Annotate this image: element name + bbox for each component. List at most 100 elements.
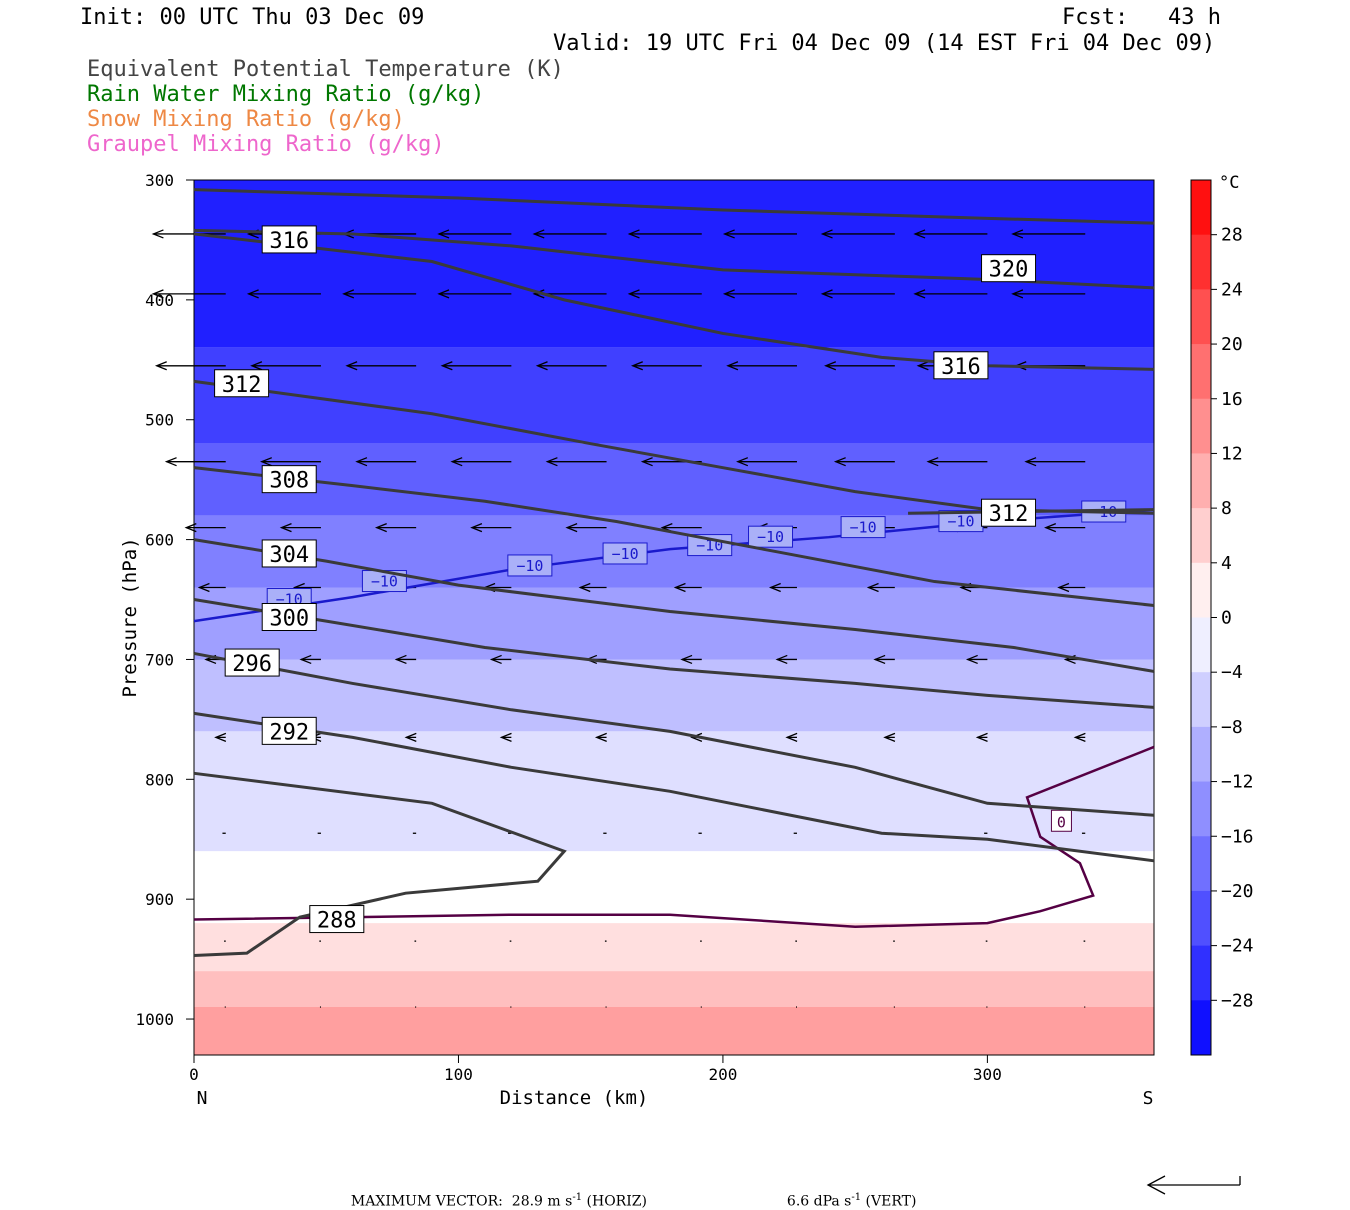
wind-vector-head — [736, 457, 749, 467]
wind-vector-head — [532, 229, 545, 239]
forecast-hour: Fcst: 43 h — [1062, 5, 1221, 30]
theta-e-label: 292 — [269, 720, 309, 745]
theta-e-label-box — [261, 539, 317, 568]
colorbar-tick-label: −12 — [1221, 772, 1254, 793]
temperature-band — [194, 515, 1154, 588]
colorbar-segment — [1191, 617, 1211, 673]
wind-vector-head — [1073, 732, 1086, 742]
wind-vector-head — [1011, 229, 1024, 239]
wind-vector-head — [154, 361, 167, 371]
colorbar-tick-label: −24 — [1221, 936, 1254, 957]
theta-e-label: 296 — [232, 652, 272, 677]
colorbar-tick-label: 8 — [1221, 498, 1232, 519]
colorbar-unit: °C — [1219, 173, 1239, 193]
wind-vector-head — [345, 361, 358, 371]
wind-vector-head — [565, 522, 578, 533]
colorbar-segment — [1191, 726, 1211, 783]
theta-e-label-box — [261, 225, 317, 254]
wind-vector-head — [342, 289, 355, 299]
y-tick-label: 600 — [145, 531, 174, 550]
theta-e-label: 316 — [941, 355, 981, 380]
isotherm-label-box — [507, 554, 553, 577]
colorbar-segment — [1191, 508, 1211, 564]
wind-vector-head — [630, 361, 643, 371]
theta-e-contour — [193, 651, 1155, 817]
wind-vector-head — [913, 289, 926, 299]
y-tick-label: 1000 — [135, 1010, 174, 1029]
wind-vector-head — [913, 229, 926, 239]
wind-vector-head — [164, 457, 177, 467]
theta-e-label-box — [309, 905, 365, 934]
temperature-band — [194, 971, 1154, 1008]
vert-suffix: (VERT) — [861, 1193, 917, 1210]
wind-vector-head — [820, 289, 833, 299]
colorbar-segment — [1191, 781, 1211, 837]
wind-vector-head — [594, 732, 607, 742]
temperature-band — [194, 443, 1154, 516]
wind-vector-head — [916, 361, 929, 371]
wind-vector-head — [532, 289, 545, 299]
wind-vector-head — [680, 654, 693, 665]
wind-vector-head — [820, 229, 833, 239]
plot-frame — [193, 179, 1155, 1056]
y-tick-label: 800 — [145, 770, 174, 789]
y-tick-label: 900 — [145, 890, 174, 909]
isotherm-label: −10 — [612, 545, 639, 563]
theta-e-label: 300 — [269, 607, 309, 632]
wind-vector-head — [926, 457, 939, 467]
theta-e-label-box — [981, 254, 1037, 283]
theta-e-contour — [193, 188, 1155, 225]
temperature-band — [194, 587, 1154, 660]
south-label: S — [1143, 1088, 1154, 1109]
zero-isotherm-label: 0 — [1057, 813, 1066, 831]
horiz-unit-exponent: -1 — [572, 1192, 583, 1203]
theta-e-label: 312 — [989, 502, 1029, 527]
wind-vector-head — [355, 457, 368, 467]
isotherm-label: −10 — [516, 557, 543, 575]
wind-vector-head — [722, 289, 735, 299]
theta-e-contour — [193, 466, 1155, 608]
theta-e-label: 288 — [317, 909, 357, 934]
wind-vector-head — [627, 229, 640, 239]
maximum-vector-note: MAXIMUM VECTOR: 28.9 m s-1 (HORIZ) — [342, 1176, 647, 1210]
wind-vector-head — [250, 361, 263, 371]
vertical-vector-note: 6.6 dPa s-1 (VERT) — [778, 1176, 917, 1210]
zero-isotherm-label-box — [1050, 809, 1072, 832]
theta-e-label-box — [261, 603, 317, 631]
wind-vector-head — [499, 732, 512, 742]
wind-vector-head — [260, 457, 273, 467]
colorbar-segment — [1191, 234, 1211, 290]
theta-e-label-box — [261, 716, 317, 745]
wind-vector-head — [404, 732, 417, 742]
theta-e-label-box — [214, 369, 270, 398]
wind-vector-head — [785, 732, 798, 742]
theta-e-label-box — [981, 498, 1037, 527]
wind-vector-head — [246, 289, 259, 299]
wind-vector-head — [690, 732, 703, 742]
colorbar-segment — [1191, 344, 1211, 400]
temperature-band — [194, 659, 1154, 732]
colorbar-tick-label: 4 — [1221, 553, 1232, 574]
theta-e-contour — [193, 598, 1155, 709]
horiz-suffix: (HORIZ) — [582, 1193, 647, 1210]
wind-vector-head — [535, 361, 548, 371]
valid-time: Valid: 19 UTC Fri 04 Dec 09 (14 EST Fri … — [553, 31, 1216, 56]
colorbar-tick-label: −16 — [1221, 826, 1254, 847]
colorbar-segment — [1191, 398, 1211, 454]
temperature-band — [194, 347, 1154, 444]
wind-vector-head — [299, 654, 312, 665]
wind-vector-head — [866, 582, 879, 593]
wind-vector-head — [437, 229, 450, 239]
colorbar-tick-label: 24 — [1221, 279, 1243, 300]
vert-vector-label: 6.6 dPa s — [786, 1193, 852, 1210]
isotherm-label: −10 — [947, 513, 974, 531]
theta-e-label: 308 — [269, 469, 309, 494]
north-label: N — [197, 1088, 208, 1109]
theta-e-contour — [193, 538, 1155, 673]
y-axis-title: Pressure (hPa) — [119, 537, 141, 697]
colorbar-tick-label: 12 — [1221, 443, 1243, 464]
wind-vector-head — [489, 654, 502, 665]
vert-unit-exponent: -1 — [851, 1192, 862, 1203]
y-tick-label: 400 — [145, 291, 174, 310]
